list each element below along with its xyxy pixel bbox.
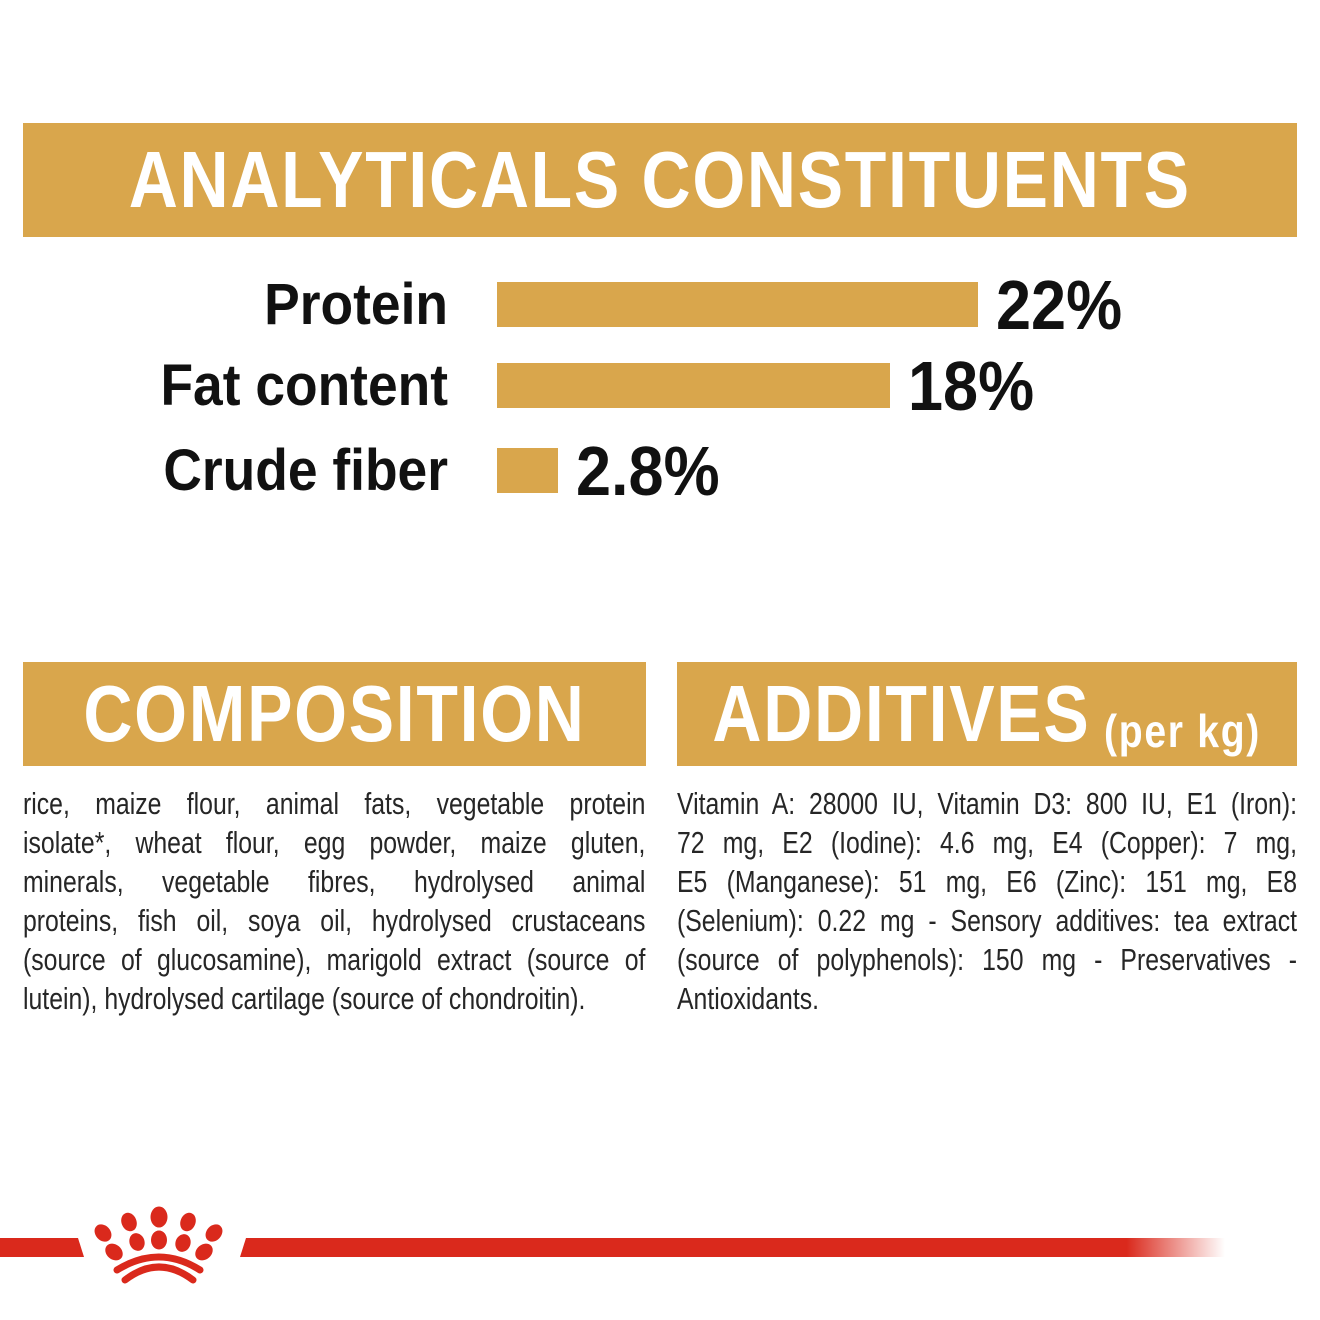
additives-line: E5 (Manganese): 51 mg, E6 (Zinc): 151 mg… bbox=[677, 864, 1297, 899]
composition-line: (source of glucosamine), marigold extrac… bbox=[23, 942, 646, 977]
composition-line: isolate*, wheat flour, egg powder, maize… bbox=[23, 825, 646, 860]
chart-row-label: Protein bbox=[264, 272, 448, 337]
chart-value: 22% bbox=[996, 265, 1123, 344]
additives-line: Antioxidants. bbox=[677, 981, 819, 1016]
composition-line: lutein), hydrolysed cartilage (source of… bbox=[23, 981, 586, 1016]
composition-section: COMPOSITION rice, maize flour, animal fa… bbox=[23, 662, 646, 1018]
chart-bar bbox=[497, 282, 978, 327]
additives-section: ADDITIVES (per kg) Vitamin A: 28000 IU, V… bbox=[677, 662, 1297, 1018]
additives-line: Vitamin A: 28000 IU, Vitamin D3: 800 IU,… bbox=[677, 786, 1297, 821]
chart-value: 18% bbox=[908, 346, 1035, 425]
additives-line: 72 mg, E2 (Iodine): 4.6 mg, E4 (Copper):… bbox=[677, 825, 1297, 860]
chart-bar bbox=[497, 448, 558, 493]
analytical-constituents-chart: Protein 22% Fat content 18% Crude fiber … bbox=[0, 266, 1320, 510]
additives-banner: ADDITIVES (per kg) bbox=[677, 662, 1297, 766]
additives-title: ADDITIVES (per kg) bbox=[713, 668, 1262, 760]
additives-line: (Selenium): 0.22 mg - Sensory additives:… bbox=[677, 903, 1297, 938]
analyticals-banner: ANALYTICALS CONSTITUENTS bbox=[23, 123, 1297, 237]
chart-row-crude-fiber: Crude fiber 2.8% bbox=[0, 432, 1320, 510]
composition-line: proteins, fish oil, soya oil, hydrolysed… bbox=[23, 903, 646, 938]
composition-line: rice, maize flour, animal fats, vegetabl… bbox=[23, 786, 646, 821]
red-divider-right bbox=[240, 1238, 1225, 1257]
composition-banner: COMPOSITION bbox=[23, 662, 646, 766]
chart-row-fat-content: Fat content 18% bbox=[0, 347, 1320, 425]
composition-line: minerals, vegetable fibres, hydrolysed a… bbox=[23, 864, 646, 899]
additives-title-main: ADDITIVES bbox=[712, 669, 1091, 758]
additives-per-kg-label: (per kg) bbox=[1104, 705, 1262, 757]
chart-row-protein: Protein 22% bbox=[0, 266, 1320, 344]
red-divider-left bbox=[0, 1238, 84, 1257]
additives-text: Vitamin A: 28000 IU, Vitamin D3: 800 IU,… bbox=[677, 784, 1297, 1018]
chart-row-label: Crude fiber bbox=[163, 438, 448, 503]
analyticals-title: ANALYTICALS CONSTITUENTS bbox=[128, 135, 1192, 224]
additives-line: (source of polyphenols): 150 mg - Preser… bbox=[677, 942, 1297, 977]
royal-canin-crown-logo-icon bbox=[94, 1206, 223, 1284]
composition-text: rice, maize flour, animal fats, vegetabl… bbox=[23, 784, 646, 1018]
chart-bar bbox=[497, 363, 890, 408]
composition-title: COMPOSITION bbox=[83, 669, 586, 758]
chart-value: 2.8% bbox=[576, 431, 720, 510]
chart-row-label: Fat content bbox=[160, 353, 448, 418]
